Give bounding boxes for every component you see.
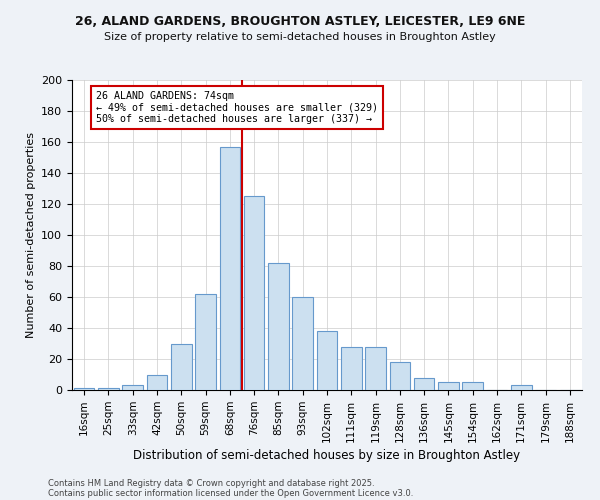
Text: Size of property relative to semi-detached houses in Broughton Astley: Size of property relative to semi-detach… — [104, 32, 496, 42]
Bar — [220, 146, 240, 390]
Bar — [414, 378, 434, 390]
Text: 26, ALAND GARDENS, BROUGHTON ASTLEY, LEICESTER, LE9 6NE: 26, ALAND GARDENS, BROUGHTON ASTLEY, LEI… — [75, 15, 525, 28]
Text: Contains HM Land Registry data © Crown copyright and database right 2025.: Contains HM Land Registry data © Crown c… — [48, 478, 374, 488]
Bar — [365, 346, 386, 390]
Bar — [146, 374, 167, 390]
Bar — [438, 382, 459, 390]
Bar — [511, 386, 532, 390]
Bar — [98, 388, 119, 390]
Bar — [122, 386, 143, 390]
Bar — [317, 331, 337, 390]
Bar — [463, 382, 483, 390]
Bar — [268, 263, 289, 390]
Bar — [74, 388, 94, 390]
Bar — [341, 346, 362, 390]
Bar — [292, 297, 313, 390]
X-axis label: Distribution of semi-detached houses by size in Broughton Astley: Distribution of semi-detached houses by … — [133, 449, 521, 462]
Text: Contains public sector information licensed under the Open Government Licence v3: Contains public sector information licen… — [48, 488, 413, 498]
Bar — [195, 294, 216, 390]
Text: 26 ALAND GARDENS: 74sqm
← 49% of semi-detached houses are smaller (329)
50% of s: 26 ALAND GARDENS: 74sqm ← 49% of semi-de… — [96, 91, 378, 124]
Y-axis label: Number of semi-detached properties: Number of semi-detached properties — [26, 132, 35, 338]
Bar — [389, 362, 410, 390]
Bar — [171, 344, 191, 390]
Bar — [244, 196, 265, 390]
